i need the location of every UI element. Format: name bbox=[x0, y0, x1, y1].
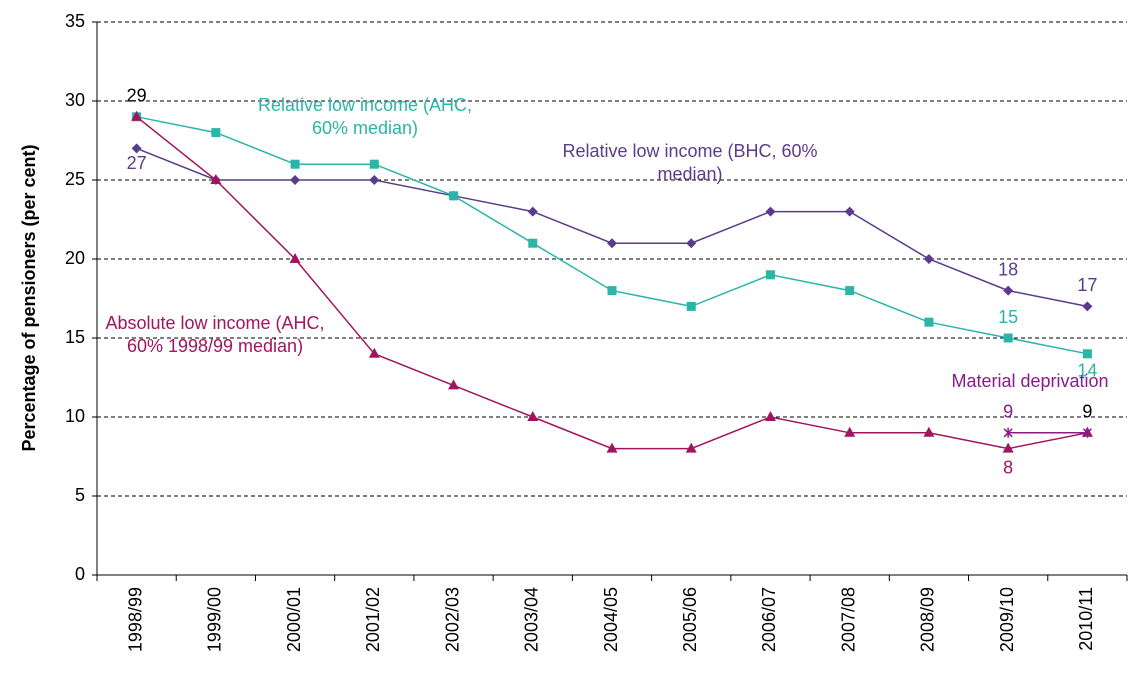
y-tick-label: 25 bbox=[65, 169, 85, 189]
x-tick-label: 2000/01 bbox=[284, 587, 304, 652]
data-label: 9 bbox=[1003, 402, 1013, 422]
marker bbox=[131, 110, 143, 121]
y-tick-label: 20 bbox=[65, 248, 85, 268]
marker bbox=[131, 143, 142, 154]
marker bbox=[764, 411, 776, 421]
data-label: 27 bbox=[127, 153, 147, 173]
marker bbox=[210, 174, 222, 184]
data-label: 15 bbox=[998, 307, 1018, 327]
marker bbox=[368, 347, 380, 358]
x-tick-label: 2010/11 bbox=[1076, 587, 1096, 651]
x-tick-label: 2006/07 bbox=[759, 587, 779, 652]
x-tick-label: 2007/08 bbox=[838, 587, 858, 652]
marker bbox=[685, 442, 697, 453]
marker bbox=[1082, 427, 1092, 438]
marker bbox=[923, 426, 935, 437]
y-tick-label: 10 bbox=[65, 406, 85, 426]
marker bbox=[1002, 442, 1014, 453]
marker bbox=[448, 379, 460, 390]
x-tick-label: 2009/10 bbox=[997, 587, 1017, 652]
x-tick-label: 2002/03 bbox=[442, 587, 462, 652]
marker bbox=[1003, 333, 1013, 343]
marker bbox=[290, 159, 300, 169]
x-tick-label: 1998/99 bbox=[125, 587, 145, 652]
marker bbox=[606, 442, 618, 453]
series-label: Relative low income (BHC, 60% median) bbox=[562, 141, 818, 184]
marker bbox=[686, 238, 697, 249]
data-label: 17 bbox=[1077, 275, 1097, 295]
y-axis-label: Percentage of pensioners (per cent) bbox=[19, 144, 39, 451]
x-tick-label: 2003/04 bbox=[522, 587, 542, 652]
data-label: 18 bbox=[998, 259, 1018, 279]
marker bbox=[528, 238, 538, 248]
marker bbox=[527, 411, 539, 421]
marker bbox=[845, 286, 855, 296]
marker bbox=[924, 317, 934, 327]
marker bbox=[211, 128, 221, 138]
marker bbox=[765, 206, 776, 217]
data-label: 9 bbox=[1082, 402, 1092, 422]
y-tick-label: 30 bbox=[65, 90, 85, 110]
data-label: 8 bbox=[1003, 457, 1013, 477]
y-tick-label: 35 bbox=[65, 11, 85, 31]
marker bbox=[844, 206, 855, 217]
marker bbox=[289, 253, 301, 263]
marker bbox=[449, 191, 459, 201]
series-label: Material deprivation bbox=[951, 371, 1109, 391]
marker bbox=[844, 426, 856, 437]
series-label: Absolute low income (AHC, 60% 1998/99 me… bbox=[105, 313, 325, 356]
marker bbox=[527, 206, 538, 217]
marker bbox=[1003, 285, 1014, 296]
marker bbox=[1003, 427, 1013, 438]
marker bbox=[686, 301, 696, 311]
y-tick-label: 5 bbox=[75, 485, 85, 505]
marker bbox=[923, 254, 934, 264]
marker bbox=[369, 175, 380, 185]
data-label: 29 bbox=[127, 86, 147, 106]
x-tick-label: 2008/09 bbox=[918, 587, 938, 652]
series-label: Relative low income (AHC, 60% median) bbox=[257, 95, 473, 138]
data-label: 14 bbox=[1077, 361, 1097, 381]
x-tick-label: 2005/06 bbox=[680, 587, 700, 652]
marker bbox=[607, 238, 617, 249]
x-tick-label: 2001/02 bbox=[363, 587, 383, 652]
marker bbox=[290, 175, 301, 185]
marker bbox=[765, 270, 775, 280]
x-tick-label: 1999/00 bbox=[205, 587, 225, 652]
y-tick-label: 15 bbox=[65, 327, 85, 347]
marker bbox=[1082, 349, 1092, 359]
x-tick-label: 2004/05 bbox=[601, 587, 621, 652]
marker bbox=[1082, 301, 1093, 312]
y-tick-label: 0 bbox=[75, 564, 85, 584]
marker bbox=[369, 159, 379, 169]
marker bbox=[607, 286, 617, 296]
